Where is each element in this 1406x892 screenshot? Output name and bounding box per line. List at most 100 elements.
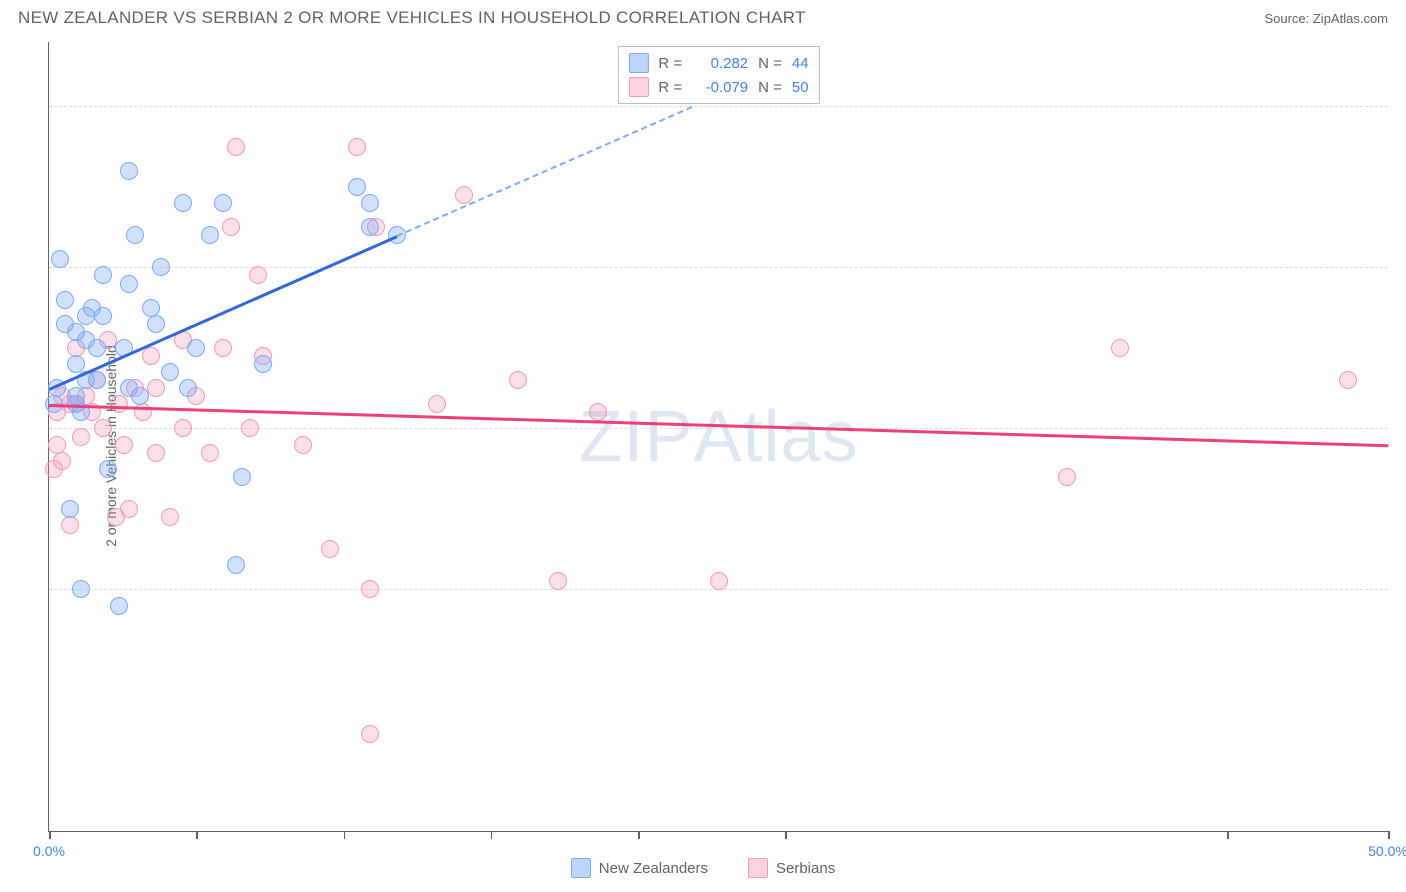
data-point-sr [1111,339,1129,357]
data-point-nz [174,194,192,212]
n-value: 44 [792,55,809,72]
data-point-nz [187,339,205,357]
data-point-nz [56,291,74,309]
x-tick [196,831,198,839]
data-point-sr [201,444,219,462]
legend-row: R = -0.079 N = 50 [628,75,808,99]
data-point-sr [53,452,71,470]
swatch-icon [748,858,768,878]
watermark: ZIPAtlas [578,396,858,478]
data-point-nz [152,258,170,276]
x-tick [785,831,787,839]
data-point-nz [99,460,117,478]
data-point-sr [174,419,192,437]
legend-item-sr: Serbians [748,858,835,878]
data-point-sr [222,218,240,236]
data-point-sr [589,403,607,421]
y-tick-label: 40.0% [1396,581,1406,597]
data-point-nz [88,371,106,389]
x-tick [1227,831,1229,839]
scatter-chart: ZIPAtlas R =0.282N =44R =-0.079N =50 40.… [48,42,1388,832]
legend-item-nz: New Zealanders [571,858,708,878]
legend-label: Serbians [776,860,835,877]
x-tick-label: 0.0% [33,843,65,859]
swatch-icon [571,858,591,878]
data-point-nz [88,339,106,357]
data-point-sr [120,500,138,518]
data-point-sr [147,379,165,397]
data-point-sr [249,266,267,284]
data-point-sr [94,419,112,437]
r-label: R = [658,79,682,96]
data-point-sr [147,444,165,462]
data-point-sr [214,339,232,357]
data-point-sr [321,540,339,558]
data-point-nz [361,218,379,236]
data-point-nz [120,275,138,293]
data-point-sr [227,138,245,156]
data-point-nz [110,597,128,615]
swatch-icon [628,77,648,97]
data-point-sr [61,516,79,534]
data-point-sr [294,436,312,454]
legend-row: R = 0.282 N = 44 [628,51,808,75]
gridline [49,106,1388,107]
x-tick [638,831,640,839]
data-point-sr [348,138,366,156]
data-point-sr [241,419,259,437]
y-tick-label: 100.0% [1396,98,1406,114]
trend-line [397,106,692,237]
data-point-nz [126,226,144,244]
data-point-nz [94,266,112,284]
data-point-sr [428,395,446,413]
data-point-nz [120,162,138,180]
data-point-nz [179,379,197,397]
x-tick-label: 50.0% [1368,843,1406,859]
swatch-icon [628,53,648,73]
r-value: -0.079 [692,79,748,96]
data-point-nz [233,468,251,486]
y-tick-label: 80.0% [1396,259,1406,275]
data-point-sr [142,347,160,365]
data-point-sr [1339,371,1357,389]
data-point-nz [214,194,232,212]
y-tick-label: 60.0% [1396,420,1406,436]
x-tick [344,831,346,839]
data-point-nz [361,194,379,212]
chart-title: NEW ZEALANDER VS SERBIAN 2 OR MORE VEHIC… [18,8,806,28]
data-point-nz [348,178,366,196]
data-point-sr [161,508,179,526]
legend-label: New Zealanders [599,860,708,877]
n-label: N = [758,55,782,72]
r-label: R = [658,55,682,72]
data-point-sr [549,572,567,590]
data-point-nz [67,355,85,373]
series-legend: New Zealanders Serbians [0,858,1406,878]
data-point-sr [1058,468,1076,486]
data-point-nz [61,500,79,518]
data-point-nz [131,387,149,405]
data-point-sr [361,580,379,598]
data-point-nz [94,307,112,325]
n-label: N = [758,79,782,96]
correlation-legend: R = 0.282 N = 44 R = -0.079 N = 50 [617,46,819,104]
x-tick [1388,831,1390,839]
data-point-nz [254,355,272,373]
data-point-sr [710,572,728,590]
data-point-sr [509,371,527,389]
gridline [49,267,1388,268]
r-value: 0.282 [692,55,748,72]
data-point-nz [227,556,245,574]
data-point-sr [72,428,90,446]
n-value: 50 [792,79,809,96]
data-point-nz [51,250,69,268]
data-point-sr [361,725,379,743]
source-label: Source: ZipAtlas.com [1264,11,1388,26]
data-point-sr [455,186,473,204]
data-point-nz [161,363,179,381]
data-point-nz [147,315,165,333]
x-tick [491,831,493,839]
x-tick [49,831,51,839]
data-point-sr [110,395,128,413]
data-point-nz [72,580,90,598]
